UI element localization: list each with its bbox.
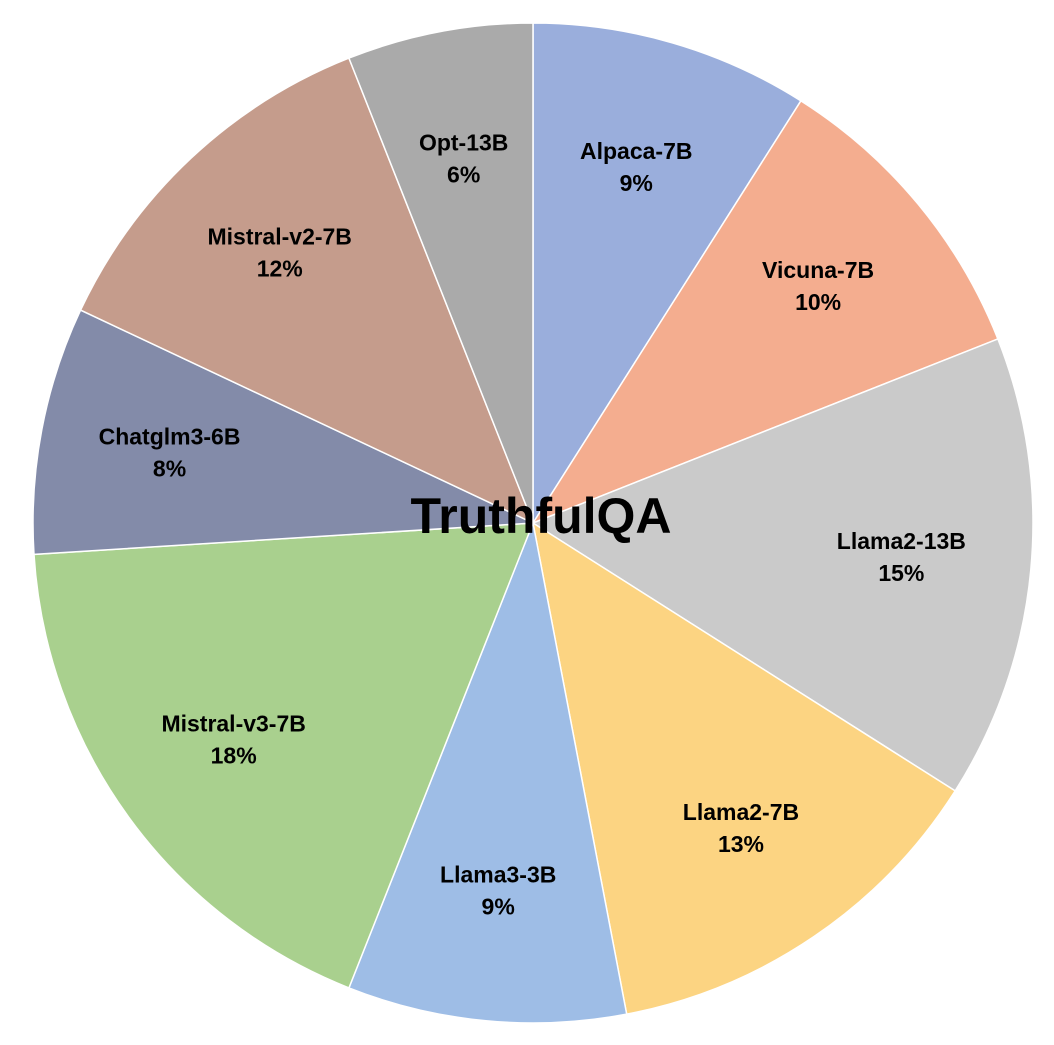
pie-slice: [33, 522, 535, 989]
slice-category: Chatglm3-6B: [99, 424, 241, 450]
slice-value-label: 6%: [447, 162, 480, 188]
pie-slice: [532, 22, 802, 526]
slice-category: Vicuna-7B: [762, 257, 874, 283]
slice-value-label: 9%: [482, 893, 515, 919]
pie-slice: [531, 521, 957, 1016]
pie-slice: [531, 99, 999, 525]
slice-value-label: 12%: [257, 255, 303, 281]
pie-slice: [347, 22, 534, 524]
slice-value-label: 9%: [620, 170, 653, 196]
pie-slice: [347, 520, 628, 1024]
chart-title: TruthfulQA: [410, 488, 671, 544]
slice-category: Llama2-7B: [683, 799, 799, 825]
slice-category: Opt-13B: [419, 130, 508, 156]
slice-category: Mistral-v3-7B: [161, 711, 305, 737]
slice-category: Llama3-3B: [440, 861, 556, 887]
slice-value-label: 10%: [795, 289, 841, 315]
slice-value-label: 15%: [878, 560, 924, 586]
slice-labels: Alpaca-7B 9% Vicuna-7B 10% Llama2-13B 15% Llam…: [99, 130, 966, 920]
slice-value-label: 13%: [718, 831, 764, 857]
pie-slice: [79, 57, 535, 525]
slice-category: Llama2-13B: [837, 528, 966, 554]
slice-category: Alpaca-7B: [580, 138, 692, 164]
slice-value-label: 18%: [211, 743, 257, 769]
pie: [32, 22, 1034, 1024]
pie-slice: [531, 337, 1034, 792]
slice-value-label: 8%: [153, 456, 186, 482]
slice-category: Mistral-v2-7B: [207, 223, 351, 249]
pie-slice: [32, 309, 534, 556]
